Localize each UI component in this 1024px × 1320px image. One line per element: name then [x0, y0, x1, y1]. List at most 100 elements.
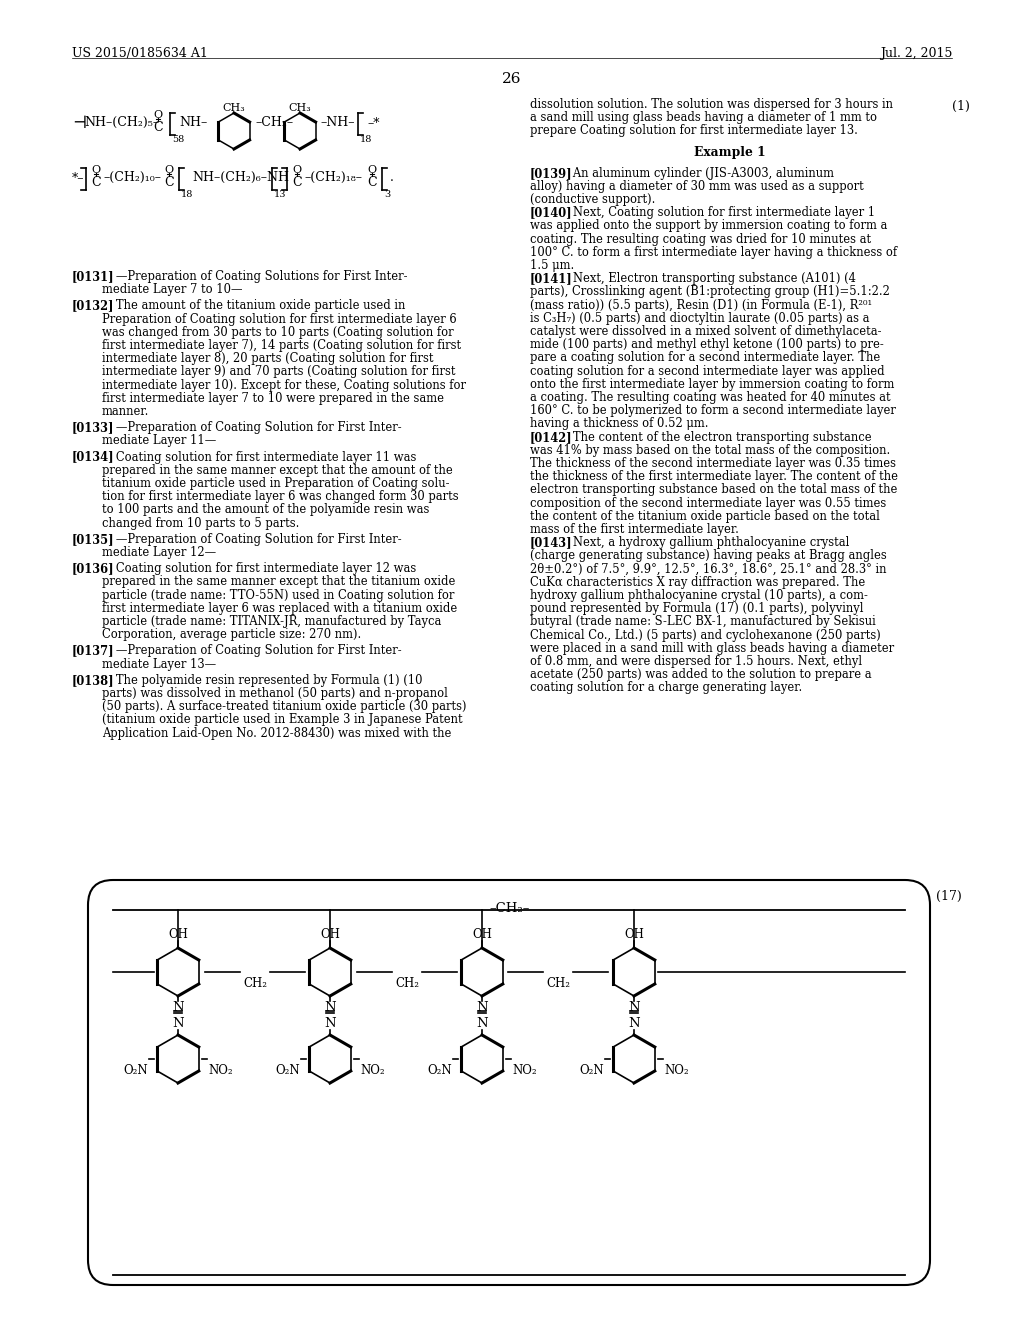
Text: mediate Layer 7 to 10—: mediate Layer 7 to 10—: [102, 284, 243, 296]
Text: electron transporting substance based on the total mass of the: electron transporting substance based on…: [530, 483, 897, 496]
Text: the thickness of the first intermediate layer. The content of the: the thickness of the first intermediate …: [530, 470, 898, 483]
Text: Coating solution for first intermediate layer 12 was: Coating solution for first intermediate …: [105, 562, 416, 576]
Text: N: N: [172, 1016, 184, 1030]
Text: Application Laid-Open No. 2012-88430) was mixed with the: Application Laid-Open No. 2012-88430) wa…: [102, 726, 452, 739]
Text: coating solution for a charge generating layer.: coating solution for a charge generating…: [530, 681, 802, 694]
Text: O: O: [293, 165, 301, 176]
Text: of 0.8 mm, and were dispersed for 1.5 hours. Next, ethyl: of 0.8 mm, and were dispersed for 1.5 ho…: [530, 655, 862, 668]
Text: The thickness of the second intermediate layer was 0.35 times: The thickness of the second intermediate…: [530, 457, 896, 470]
Text: US 2015/0185634 A1: US 2015/0185634 A1: [72, 48, 208, 59]
Text: was applied onto the support by immersion coating to form a: was applied onto the support by immersio…: [530, 219, 888, 232]
Text: –CH₂–: –CH₂–: [489, 902, 530, 915]
Text: [0133]: [0133]: [72, 421, 115, 434]
Text: –NH–: –NH–: [319, 116, 354, 129]
Text: [0141]: [0141]: [530, 272, 572, 285]
Text: first intermediate layer 7), 14 parts (Coating solution for first: first intermediate layer 7), 14 parts (C…: [102, 339, 461, 352]
Text: dissolution solution. The solution was dispersed for 3 hours in: dissolution solution. The solution was d…: [530, 98, 893, 111]
Text: Next, Coating solution for first intermediate layer 1: Next, Coating solution for first interme…: [562, 206, 874, 219]
Text: *–: *–: [72, 172, 85, 183]
Text: mass of the first intermediate layer.: mass of the first intermediate layer.: [530, 523, 739, 536]
Text: CH₂: CH₂: [243, 977, 267, 990]
Text: O₂N: O₂N: [427, 1064, 452, 1077]
Text: OH: OH: [321, 928, 340, 941]
Text: pound represented by Formula (17) (0.1 parts), polyvinyl: pound represented by Formula (17) (0.1 p…: [530, 602, 863, 615]
Text: mediate Layer 12—: mediate Layer 12—: [102, 546, 216, 558]
Text: alloy) having a diameter of 30 mm was used as a support: alloy) having a diameter of 30 mm was us…: [530, 180, 864, 193]
Text: [0134]: [0134]: [72, 450, 115, 463]
Text: Coating solution for first intermediate layer 11 was: Coating solution for first intermediate …: [105, 450, 417, 463]
Text: 58: 58: [172, 135, 184, 144]
Text: 3: 3: [384, 190, 390, 199]
Text: catalyst were dissolved in a mixed solvent of dimethylaceta-: catalyst were dissolved in a mixed solve…: [530, 325, 882, 338]
Text: was 41% by mass based on the total mass of the composition.: was 41% by mass based on the total mass …: [530, 444, 890, 457]
Text: —Preparation of Coating Solution for First Inter-: —Preparation of Coating Solution for Fir…: [105, 644, 401, 657]
Text: Jul. 2, 2015: Jul. 2, 2015: [880, 48, 952, 59]
Text: [0143]: [0143]: [530, 536, 572, 549]
Text: [0139]: [0139]: [530, 166, 572, 180]
Text: manner.: manner.: [102, 405, 150, 418]
Text: NH–(CH₂)₆–NH: NH–(CH₂)₆–NH: [193, 172, 289, 183]
Text: mediate Layer 11—: mediate Layer 11—: [102, 434, 216, 447]
Text: mide (100 parts) and methyl ethyl ketone (100 parts) to pre-: mide (100 parts) and methyl ethyl ketone…: [530, 338, 884, 351]
Text: (mass ratio)) (5.5 parts), Resin (D1) (in Formula (E-1), R²⁰¹: (mass ratio)) (5.5 parts), Resin (D1) (i…: [530, 298, 872, 312]
Text: (1): (1): [952, 100, 970, 114]
Text: (conductive support).: (conductive support).: [530, 193, 655, 206]
Text: 13: 13: [274, 190, 287, 199]
Text: particle (trade name: TITANIX-JR, manufactured by Tayca: particle (trade name: TITANIX-JR, manufa…: [102, 615, 441, 628]
Text: Corporation, average particle size: 270 nm).: Corporation, average particle size: 270 …: [102, 628, 361, 642]
Text: tion for first intermediate layer 6 was changed form 30 parts: tion for first intermediate layer 6 was …: [102, 490, 459, 503]
Text: Chemical Co., Ltd.) (5 parts) and cyclohexanone (250 parts): Chemical Co., Ltd.) (5 parts) and cycloh…: [530, 628, 881, 642]
Text: hydroxy gallium phthalocyanine crystal (10 parts), a com-: hydroxy gallium phthalocyanine crystal (…: [530, 589, 868, 602]
Text: NH–: NH–: [179, 116, 207, 129]
Text: [0140]: [0140]: [530, 206, 572, 219]
Text: 1.5 μm.: 1.5 μm.: [530, 259, 574, 272]
Text: .: .: [390, 172, 394, 183]
Text: the content of the titanium oxide particle based on the total: the content of the titanium oxide partic…: [530, 510, 880, 523]
Text: CuKα characteristics X ray diffraction was prepared. The: CuKα characteristics X ray diffraction w…: [530, 576, 865, 589]
Text: –CH₂–: –CH₂–: [255, 116, 293, 129]
Text: N: N: [325, 1016, 336, 1030]
Text: (50 parts). A surface-treated titanium oxide particle (30 parts): (50 parts). A surface-treated titanium o…: [102, 700, 467, 713]
Text: N: N: [172, 1001, 184, 1014]
Text: first intermediate layer 7 to 10 were prepared in the same: first intermediate layer 7 to 10 were pr…: [102, 392, 444, 405]
Text: N: N: [628, 1016, 640, 1030]
Text: 100° C. to form a first intermediate layer having a thickness of: 100° C. to form a first intermediate lay…: [530, 246, 897, 259]
Text: pare a coating solution for a second intermediate layer. The: pare a coating solution for a second int…: [530, 351, 881, 364]
Text: prepared in the same manner except that the titanium oxide: prepared in the same manner except that …: [102, 576, 456, 589]
Text: 160° C. to be polymerized to form a second intermediate layer: 160° C. to be polymerized to form a seco…: [530, 404, 896, 417]
Text: CH₂: CH₂: [395, 977, 419, 990]
Text: (charge generating substance) having peaks at Bragg angles: (charge generating substance) having pea…: [530, 549, 887, 562]
Text: prepared in the same manner except that the amount of the: prepared in the same manner except that …: [102, 463, 453, 477]
FancyBboxPatch shape: [88, 880, 930, 1284]
Text: intermediate layer 8), 20 parts (Coating solution for first: intermediate layer 8), 20 parts (Coating…: [102, 352, 433, 366]
Text: The content of the electron transporting substance: The content of the electron transporting…: [562, 430, 871, 444]
Text: NO₂: NO₂: [208, 1064, 232, 1077]
Text: NO₂: NO₂: [360, 1064, 385, 1077]
Text: C: C: [154, 121, 163, 135]
Text: coating. The resulting coating was dried for 10 minutes at: coating. The resulting coating was dried…: [530, 232, 871, 246]
Text: butyral (trade name: S-LEC BX-1, manufactured by Sekisui: butyral (trade name: S-LEC BX-1, manufac…: [530, 615, 876, 628]
Text: NO₂: NO₂: [664, 1064, 688, 1077]
Text: composition of the second intermediate layer was 0.55 times: composition of the second intermediate l…: [530, 496, 886, 510]
Text: mediate Layer 13—: mediate Layer 13—: [102, 657, 216, 671]
Text: having a thickness of 0.52 μm.: having a thickness of 0.52 μm.: [530, 417, 709, 430]
Text: [0136]: [0136]: [72, 562, 115, 576]
Text: is C₃H₇) (0.5 parts) and dioctyltin laurate (0.05 parts) as a: is C₃H₇) (0.5 parts) and dioctyltin laur…: [530, 312, 869, 325]
Text: C: C: [91, 176, 100, 189]
Text: Next, a hydroxy gallium phthalocyanine crystal: Next, a hydroxy gallium phthalocyanine c…: [562, 536, 849, 549]
Text: N: N: [476, 1001, 487, 1014]
Text: [0142]: [0142]: [530, 430, 572, 444]
Text: N: N: [476, 1016, 487, 1030]
Text: O: O: [154, 110, 163, 120]
Text: (17): (17): [936, 890, 962, 903]
Text: [0132]: [0132]: [72, 300, 115, 313]
Text: The polyamide resin represented by Formula (1) (10: The polyamide resin represented by Formu…: [105, 673, 423, 686]
Text: Next, Electron transporting substance (A101) (4: Next, Electron transporting substance (A…: [562, 272, 856, 285]
Text: a sand mill using glass beads having a diameter of 1 mm to: a sand mill using glass beads having a d…: [530, 111, 877, 124]
Text: acetate (250 parts) was added to the solution to prepare a: acetate (250 parts) was added to the sol…: [530, 668, 871, 681]
Text: Example 1: Example 1: [694, 145, 766, 158]
Text: changed from 10 parts to 5 parts.: changed from 10 parts to 5 parts.: [102, 516, 299, 529]
Text: [0138]: [0138]: [72, 673, 115, 686]
Text: [0135]: [0135]: [72, 533, 115, 545]
Text: [0137]: [0137]: [72, 644, 115, 657]
